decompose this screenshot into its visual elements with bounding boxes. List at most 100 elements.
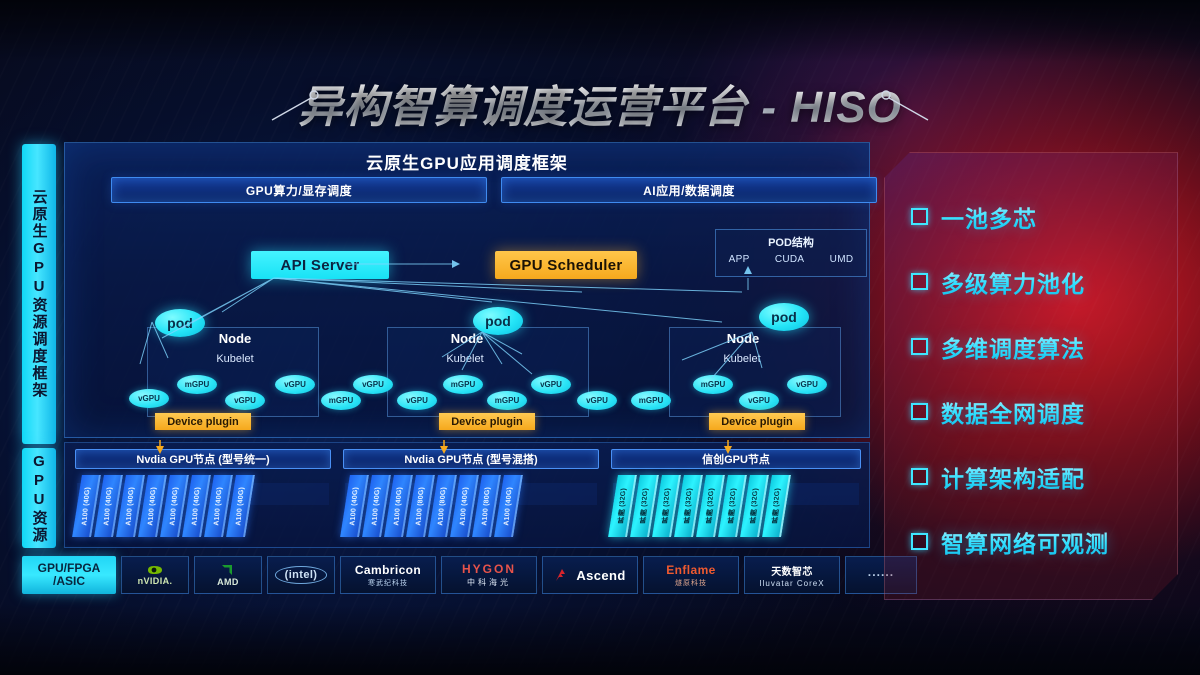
gpu-card-label: A100 (40G) — [371, 486, 382, 526]
pod-structure-title: POD结构 — [768, 237, 814, 249]
pod-item-app: APP — [728, 254, 750, 265]
node-label: Node — [726, 331, 760, 346]
feature-item-4[interactable]: 数据全网调度 — [911, 386, 1177, 437]
vendor-subname: Iluvatar CoreX — [759, 578, 825, 588]
node-group-1: pod Node Kubelet vGPU mGPU vGPU vGPU mGP… — [125, 309, 361, 430]
vendor-logo-enflame[interactable]: Enflame 燧原科技 — [643, 556, 739, 594]
gpu-mgpu[interactable]: mGPU — [177, 375, 217, 394]
gpu-card-label: 昇腾 (32G) — [682, 488, 694, 524]
vendor-logo-iluvatar[interactable]: 天数智芯 Iluvatar CoreX — [744, 556, 840, 594]
checkbox-icon — [911, 338, 928, 355]
vendor-category-label: GPU/FPGA /ASIC — [22, 556, 116, 594]
bar-gpu-compute-scheduling[interactable]: GPU算力/显存调度 — [111, 177, 487, 203]
vendor-category-line2: /ASIC — [52, 574, 85, 588]
resource-group-header[interactable]: Nvdia GPU节点 (型号统一) — [75, 449, 331, 469]
vendor-subname: 中科海光 — [467, 578, 511, 587]
gpu-card-row: 昇腾 (32G) 昇腾 (32G) 昇腾 (32G) 昇腾 (32G) 昇腾 (… — [608, 475, 859, 539]
gpu-vgpu[interactable]: vGPU — [787, 375, 827, 394]
title-decoration-left — [270, 88, 326, 122]
gpu-vgpu[interactable]: vGPU — [397, 391, 437, 410]
checkbox-icon — [911, 208, 928, 225]
device-plugin-button[interactable]: Device plugin — [155, 413, 251, 430]
feature-item-6[interactable]: 智算网络可观测 — [911, 516, 1177, 567]
checkbox-icon — [911, 468, 928, 485]
api-server-node[interactable]: API Server — [251, 251, 389, 279]
vendor-logo-amd[interactable]: AMD — [194, 556, 262, 594]
page-title: 异构智算调度运营平台 - HISO — [298, 71, 902, 135]
gpu-mgpu[interactable]: mGPU — [693, 375, 733, 394]
gpu-card-label: A100 (80G) — [415, 486, 426, 526]
page-title-area: 异构智算调度运营平台 - HISO — [0, 72, 1200, 134]
vendor-logo-ascend[interactable]: Ascend — [542, 556, 638, 594]
feature-list-panel: 一池多芯 多级算力池化 多维调度算法 数据全网调度 计算架构适配 智算网络可观测 — [884, 152, 1178, 600]
device-plugin-button[interactable]: Device plugin — [439, 413, 535, 430]
gpu-mgpu[interactable]: mGPU — [631, 391, 671, 410]
feature-label: 智算网络可观测 — [941, 525, 1109, 559]
gpu-card-label: A100 (40G) — [349, 486, 360, 526]
vendor-name: nVIDIA. — [137, 576, 173, 586]
node-group-2: pod Node Kubelet vGPU vGPU mGPU mGPU vGP… — [353, 307, 617, 430]
gpu-card-label: A100 (40G) — [213, 486, 224, 526]
vendor-logo-more[interactable]: ······ — [845, 556, 917, 594]
gpu-card-label: 昇腾 (32G) — [616, 488, 628, 524]
vendor-logo-row: GPU/FPGA /ASIC nVIDIA. AMD (intel) Cambr… — [22, 556, 917, 596]
checkbox-icon — [911, 273, 928, 290]
feature-item-2[interactable]: 多级算力池化 — [911, 256, 1177, 307]
feature-item-1[interactable]: 一池多芯 — [911, 191, 1177, 242]
resource-group-header[interactable]: 信创GPU节点 — [611, 449, 861, 469]
checkbox-icon — [911, 403, 928, 420]
gpu-vgpu[interactable]: vGPU — [353, 375, 393, 394]
vendor-logo-cambricon[interactable]: Cambricon 寒武纪科技 — [340, 556, 436, 594]
bar-ai-data-scheduling[interactable]: AI应用/数据调度 — [501, 177, 877, 203]
gpu-card-label: A100 (40G) — [81, 486, 92, 526]
resource-group-1: Nvdia GPU节点 (型号统一) A100 (40G) A100 (40G)… — [72, 449, 331, 543]
gpu-card-label: A100 (40G) — [191, 486, 202, 526]
feature-item-5[interactable]: 计算架构适配 — [911, 451, 1177, 502]
sidebar-label-cloud-native-text: 云原生GPU资源调度框架 — [30, 189, 48, 399]
gpu-card-label: A100 (80G) — [437, 486, 448, 526]
vendor-logo-intel[interactable]: (intel) — [267, 556, 335, 594]
gpu-card-label: A100 (40G) — [503, 486, 514, 526]
feature-label: 多级算力池化 — [941, 265, 1085, 299]
gpu-mgpu[interactable]: mGPU — [443, 375, 483, 394]
kubelet-label: Kubelet — [216, 353, 254, 365]
feature-item-3[interactable]: 多维调度算法 — [911, 321, 1177, 372]
sidebar-label-gpu-resource-text: GPU资源 — [30, 452, 48, 544]
gpu-card-label: A100 (40G) — [103, 486, 114, 526]
vendor-name: AMD — [217, 577, 239, 587]
kubelet-label: Kubelet — [723, 353, 761, 365]
node-label: Node — [450, 331, 484, 346]
pod-item-cuda: CUDA — [774, 254, 805, 265]
device-plugin-button[interactable]: Device plugin — [709, 413, 805, 430]
gpu-vgpu[interactable]: vGPU — [739, 391, 779, 410]
vendor-name: ······ — [867, 568, 895, 582]
vendor-logo-hygon[interactable]: HYGON 中科海光 — [441, 556, 537, 594]
feature-label: 多维调度算法 — [941, 330, 1085, 364]
amd-arrow-icon — [222, 565, 232, 575]
resource-group-header[interactable]: Nvdia GPU节点 (型号混搭) — [343, 449, 599, 469]
feature-label: 一池多芯 — [941, 200, 1037, 234]
gpu-vgpu[interactable]: vGPU — [129, 389, 169, 408]
gpu-mgpu[interactable]: mGPU — [321, 391, 361, 410]
title-decoration-right — [874, 88, 930, 122]
gpu-vgpu[interactable]: vGPU — [531, 375, 571, 394]
gpu-card-label: A100 (40G) — [125, 486, 136, 526]
vendor-category-line1: GPU/FPGA — [37, 561, 101, 576]
gpu-vgpu[interactable]: vGPU — [275, 375, 315, 394]
gpu-mgpu[interactable]: mGPU — [487, 391, 527, 410]
kubelet-label: Kubelet — [446, 353, 484, 365]
gpu-scheduler-node[interactable]: GPU Scheduler — [495, 251, 637, 279]
pod-item-umd: UMD — [829, 254, 854, 265]
pod-structure-items: APP CUDA UMD — [716, 254, 866, 265]
vendor-logo-nvidia[interactable]: nVIDIA. — [121, 556, 189, 594]
gpu-card-label: A100 (40G) — [235, 486, 246, 526]
checkbox-icon — [911, 533, 928, 550]
pod-badge[interactable]: pod — [759, 303, 809, 331]
resource-group-2: Nvdia GPU节点 (型号混搭) A100 (40G) A100 (40G)… — [340, 449, 599, 543]
pod-structure-box: POD结构 APP CUDA UMD — [715, 229, 867, 277]
gpu-vgpu[interactable]: vGPU — [225, 391, 265, 410]
node-label: Node — [218, 331, 252, 346]
gpu-vgpu[interactable]: vGPU — [577, 391, 617, 410]
sidebar-label-cloud-native: 云原生GPU资源调度框架 — [22, 144, 56, 444]
gpu-card-label: 昇腾 (32G) — [704, 488, 716, 524]
